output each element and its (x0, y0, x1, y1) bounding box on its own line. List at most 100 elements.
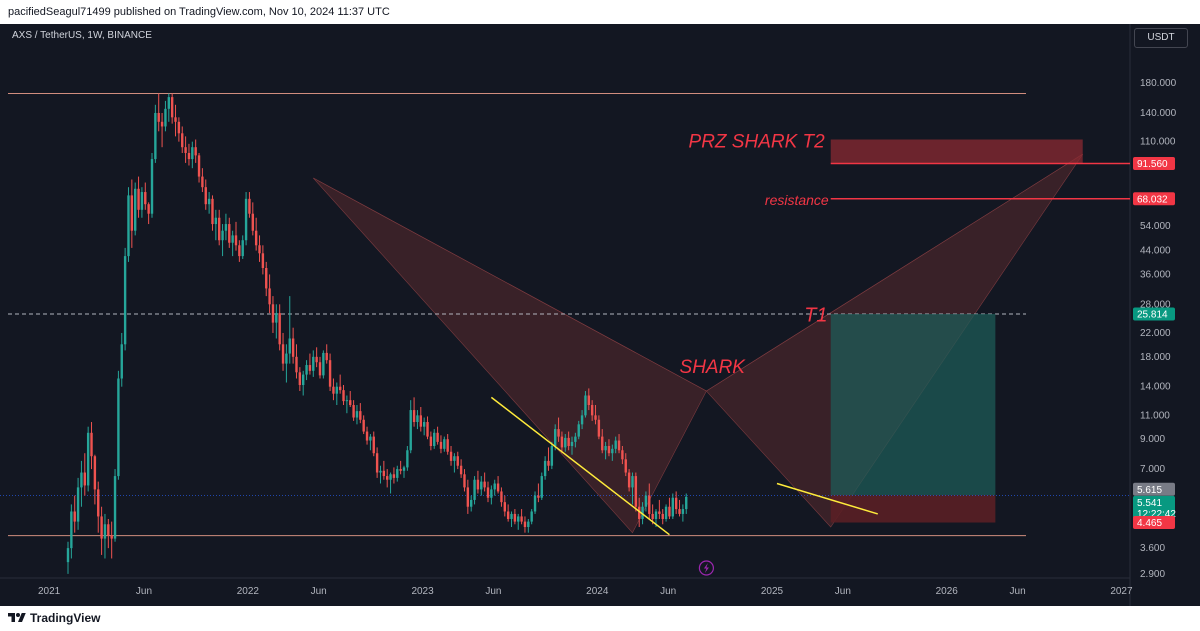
x-tick-label: Jun (1010, 586, 1026, 597)
candle-body (86, 432, 90, 486)
y-tick-label: 3.600 (1140, 543, 1165, 554)
candle-body (517, 516, 520, 522)
candle-body (614, 440, 617, 449)
publish-info: pacifiedSeagul71499 published on Trading… (8, 6, 390, 18)
candle-body (93, 456, 97, 490)
candle-body (291, 338, 295, 357)
candle-body (399, 469, 402, 471)
candle-body (298, 372, 302, 386)
candle-body (110, 535, 113, 539)
trendline-0 (490, 396, 670, 536)
candle-body (543, 460, 547, 477)
currency-button[interactable]: USDT (1134, 28, 1188, 48)
candle-body (372, 436, 375, 454)
y-tick-label: 7.000 (1140, 464, 1165, 475)
prz-zone (830, 139, 1083, 164)
annotation-label: SHARK (680, 357, 747, 378)
candle-body (433, 432, 436, 447)
price-tag-label: 25.814 (1137, 309, 1168, 320)
price-tag-level (1133, 156, 1175, 170)
symbol-legend: AXS / TetherUS, 1W, BINANCE (12, 30, 152, 41)
candle-body (76, 487, 80, 522)
candle-body (493, 483, 496, 490)
candle-body (611, 448, 614, 454)
candle-body (520, 516, 523, 522)
candle-body (661, 513, 664, 519)
candle-body (275, 313, 278, 323)
candle-body (281, 344, 285, 364)
candle-body (456, 456, 459, 466)
tradingview-logo[interactable]: TradingView (8, 611, 100, 625)
x-tick-label: Jun (835, 586, 851, 597)
candle-body (446, 439, 449, 452)
candle-body (641, 506, 644, 519)
candle-body (634, 476, 638, 507)
candle-body (396, 469, 399, 478)
candle-body (318, 362, 322, 376)
candle-body (231, 235, 234, 243)
shark-pattern-bcd (705, 153, 1083, 528)
y-tick-label: 140.000 (1140, 108, 1177, 119)
candle-body (392, 474, 396, 478)
x-tick-label: 2027 (1110, 586, 1133, 597)
candle-body (527, 521, 530, 528)
shark-pattern-xab (313, 177, 707, 534)
candle-body (191, 147, 194, 160)
candle-body (577, 424, 580, 437)
candle-body (70, 511, 73, 549)
candle-body (120, 344, 123, 379)
price-tag-target (1133, 307, 1175, 321)
candle-body (271, 304, 275, 323)
candle-body (268, 288, 271, 305)
candle-body (671, 497, 674, 517)
candle-body (389, 474, 392, 480)
price-tag-stop (1133, 516, 1175, 530)
candle-body (617, 440, 621, 451)
candle-body (147, 204, 150, 214)
candle-body (170, 97, 174, 118)
candle-body (154, 112, 157, 160)
candle-body (251, 213, 254, 231)
candle-body (496, 483, 500, 492)
candle-body (352, 405, 355, 418)
candle-body (560, 436, 564, 448)
target-zone (830, 313, 996, 496)
candle-body (97, 489, 100, 517)
x-tick-label: Jun (485, 586, 501, 597)
candle-body (638, 506, 641, 519)
candle-body (685, 496, 688, 510)
candle-body (375, 453, 379, 473)
candle-body (486, 487, 490, 498)
candle-body (463, 474, 466, 488)
candle-body (254, 230, 258, 246)
candle-body (533, 495, 537, 512)
candle-body (160, 121, 164, 127)
candle-body (426, 422, 429, 437)
candle-body (107, 524, 110, 536)
x-tick-label: 2022 (237, 586, 260, 597)
candle-body (328, 360, 332, 387)
candle-body (117, 378, 120, 477)
annotation-label: resistance (765, 192, 829, 208)
candle-body (332, 386, 335, 394)
candle-body (530, 511, 533, 522)
candle-body (557, 429, 560, 437)
candle-body (278, 313, 281, 345)
y-tick-label: 28.000 (1140, 299, 1171, 310)
candle-body (369, 436, 372, 441)
candle-body (150, 159, 154, 214)
candle-body (308, 365, 312, 371)
candle-body (113, 476, 117, 539)
candle-body (355, 411, 359, 418)
publish-header: pacifiedSeagul71499 published on Trading… (0, 0, 1200, 24)
candle-body (466, 487, 470, 507)
tradingview-logo-icon (8, 613, 26, 622)
candle-body (510, 513, 513, 519)
candle-body (550, 446, 554, 466)
candle-body (221, 230, 224, 241)
candle-body (379, 470, 382, 473)
candle-body (564, 437, 567, 448)
candle-body (436, 432, 439, 442)
footer-bar: TradingView (0, 606, 1200, 631)
